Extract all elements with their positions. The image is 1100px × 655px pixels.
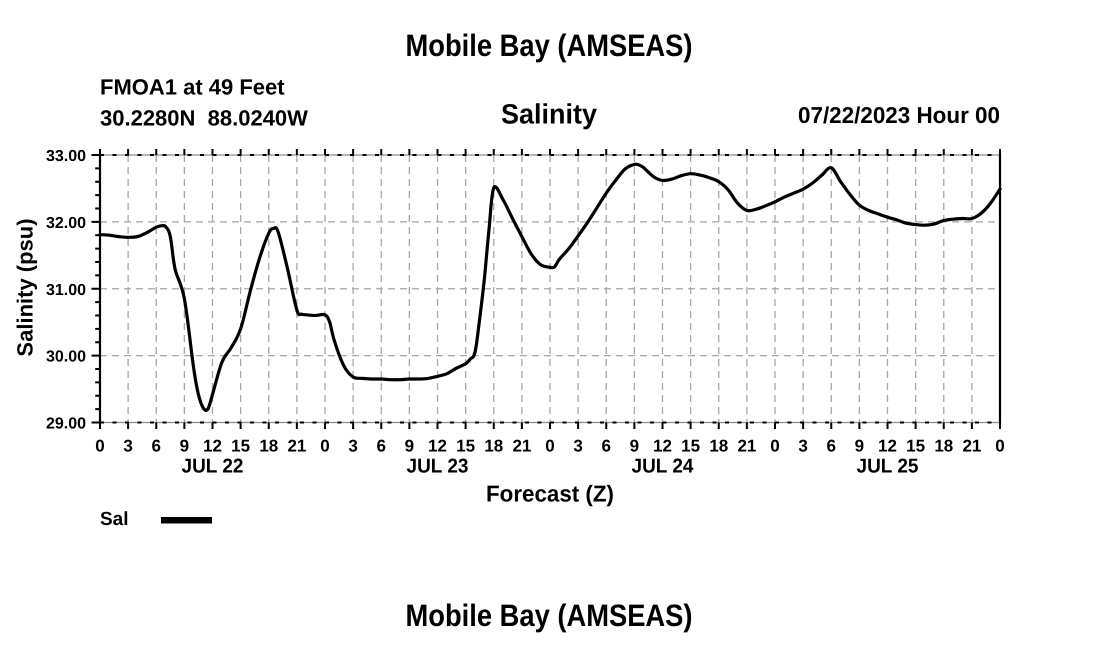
svg-text:21: 21: [737, 437, 756, 456]
svg-text:12: 12: [428, 437, 447, 456]
svg-text:Forecast (Z): Forecast (Z): [486, 481, 614, 507]
svg-text:Mobile Bay (AMSEAS): Mobile Bay (AMSEAS): [406, 598, 693, 633]
svg-text:30.00: 30.00: [46, 349, 86, 366]
svg-text:31.00: 31.00: [46, 282, 86, 299]
svg-text:6: 6: [826, 437, 835, 456]
svg-text:21: 21: [962, 437, 981, 456]
svg-text:12: 12: [653, 437, 672, 456]
svg-text:9: 9: [855, 437, 864, 456]
svg-text:07/22/2023 Hour 00: 07/22/2023 Hour 00: [798, 102, 1000, 128]
svg-text:33.00: 33.00: [46, 148, 86, 165]
svg-text:9: 9: [180, 437, 189, 456]
svg-text:JUL 22: JUL 22: [182, 456, 244, 478]
svg-text:21: 21: [512, 437, 531, 456]
svg-text:6: 6: [601, 437, 610, 456]
svg-text:0: 0: [320, 437, 329, 456]
svg-text:0: 0: [770, 437, 779, 456]
svg-text:12: 12: [203, 437, 222, 456]
svg-text:15: 15: [231, 437, 250, 456]
svg-text:9: 9: [405, 437, 414, 456]
svg-text:15: 15: [906, 437, 925, 456]
svg-text:JUL 23: JUL 23: [407, 456, 469, 478]
svg-text:3: 3: [348, 437, 357, 456]
svg-text:Salinity: Salinity: [501, 99, 597, 130]
svg-text:3: 3: [573, 437, 582, 456]
svg-text:JUL 25: JUL 25: [857, 456, 919, 478]
svg-text:6: 6: [151, 437, 160, 456]
svg-text:6: 6: [376, 437, 385, 456]
svg-text:9: 9: [630, 437, 639, 456]
svg-text:15: 15: [456, 437, 475, 456]
svg-text:0: 0: [95, 437, 104, 456]
svg-text:12: 12: [878, 437, 897, 456]
svg-text:Salinity (psu): Salinity (psu): [13, 218, 38, 356]
svg-text:0: 0: [545, 437, 554, 456]
svg-text:32.00: 32.00: [46, 215, 86, 232]
svg-text:15: 15: [681, 437, 700, 456]
svg-text:Mobile Bay (AMSEAS): Mobile Bay (AMSEAS): [406, 28, 693, 63]
svg-text:21: 21: [287, 437, 306, 456]
svg-text:18: 18: [484, 437, 503, 456]
svg-text:3: 3: [798, 437, 807, 456]
svg-text:29.00: 29.00: [46, 416, 86, 433]
svg-text:18: 18: [709, 437, 728, 456]
svg-text:18: 18: [259, 437, 278, 456]
svg-text:18: 18: [934, 437, 953, 456]
svg-text:30.2280N 88.0240W: 30.2280N 88.0240W: [100, 106, 308, 131]
svg-text:Sal: Sal: [100, 509, 129, 530]
svg-text:0: 0: [995, 437, 1004, 456]
svg-text:JUL 24: JUL 24: [632, 456, 695, 478]
svg-text:3: 3: [123, 437, 132, 456]
svg-text:FMOA1 at 49 Feet: FMOA1 at 49 Feet: [100, 75, 285, 100]
